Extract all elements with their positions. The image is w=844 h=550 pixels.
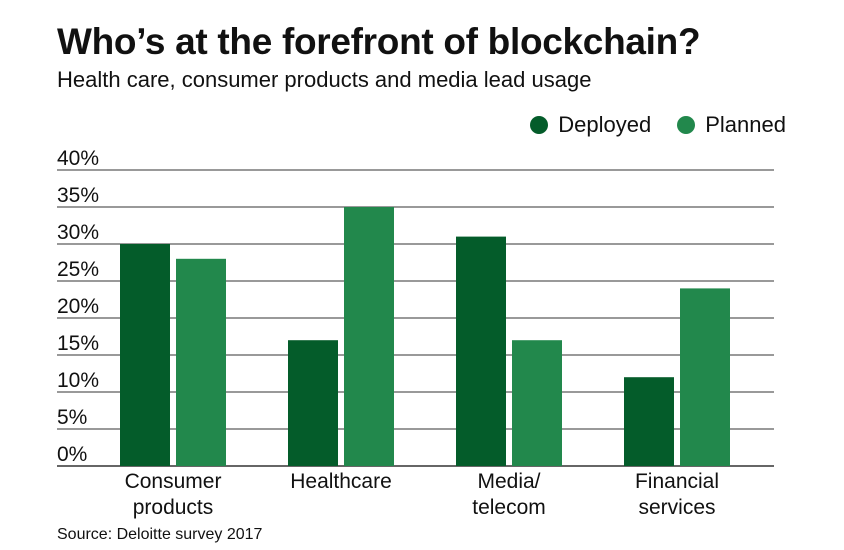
source-note: Source: Deloitte survey 2017 <box>57 526 263 543</box>
chart-subtitle: Health care, consumer products and media… <box>57 67 592 92</box>
x-category-label: Financial services <box>635 470 719 519</box>
y-tick-label: 5% <box>57 406 87 429</box>
bar-deployed-3 <box>456 236 506 466</box>
legend-deployed-swatch-icon <box>530 116 549 134</box>
y-tick-label: 40% <box>57 147 99 170</box>
x-category-label: Consumer products <box>125 470 222 519</box>
bar-deployed-1 <box>120 244 170 466</box>
bar-planned-1 <box>176 258 226 466</box>
bar-chart: 0% 5% 10% 15% 20% 25% 30% 35% 40% Consumer produc… <box>57 147 774 519</box>
y-tick-label: 0% <box>57 443 87 466</box>
bar-deployed-2 <box>288 340 338 466</box>
chart-title: Who’s at the forefront of blockchain? <box>57 21 701 62</box>
bar-deployed-4 <box>624 377 674 466</box>
legend-deployed-label: Deployed <box>558 112 652 137</box>
bars <box>120 207 730 466</box>
bar-planned-2 <box>344 207 394 466</box>
legend-item-deployed: Deployed <box>530 112 651 138</box>
bar-planned-4 <box>680 288 730 466</box>
legend-planned-label: Planned <box>705 112 786 137</box>
y-tick-label: 20% <box>57 295 99 318</box>
y-tick-label: 15% <box>57 332 99 355</box>
y-tick-label: 25% <box>57 258 99 281</box>
legend-planned-swatch-icon <box>677 116 696 134</box>
chart-legend: Deployed Planned <box>504 112 786 138</box>
y-tick-label: 30% <box>57 221 99 244</box>
y-axis-tick-labels: 0% 5% 10% 15% 20% 25% 30% 35% 40% <box>57 147 99 466</box>
x-category-label: Media/telecom <box>472 470 546 519</box>
y-tick-label: 35% <box>57 184 99 207</box>
bar-planned-3 <box>512 340 562 466</box>
x-axis-category-labels: Consumer products Healthcare Media/telecom F… <box>125 470 719 519</box>
y-tick-label: 10% <box>57 369 99 392</box>
legend-item-planned: Planned <box>677 112 786 138</box>
x-category-label: Healthcare <box>290 470 392 493</box>
